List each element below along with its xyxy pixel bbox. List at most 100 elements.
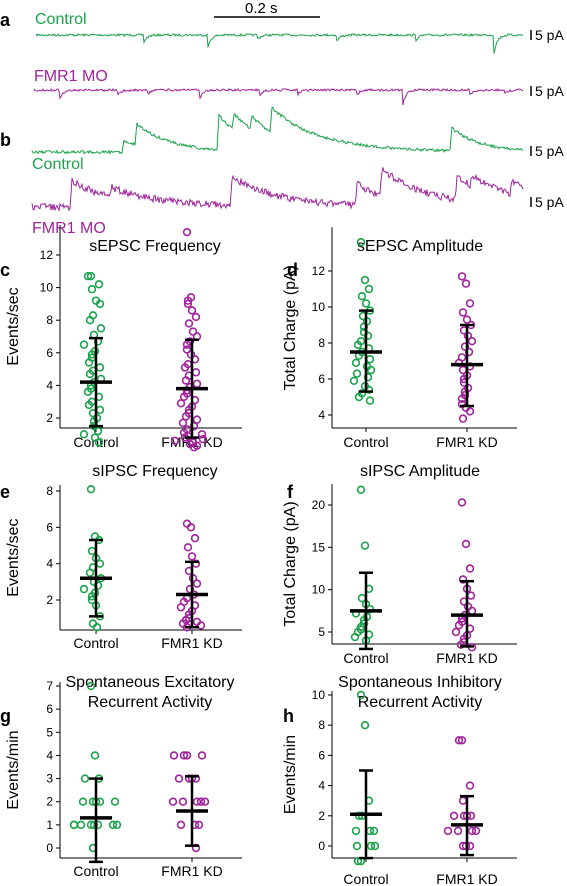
y-tick-label-f: 15 — [312, 540, 326, 554]
data-point-c-control — [96, 324, 106, 333]
data-point-e-fmr1 — [185, 584, 195, 594]
y-axis-label-g: Events/min — [5, 730, 22, 809]
data-point-e-fmr1 — [196, 621, 206, 630]
y-tick-label-e: 8 — [46, 484, 53, 498]
data-point-g-control — [89, 820, 99, 830]
panel-letter-e: e — [0, 482, 10, 502]
panel-letter-d: d — [287, 260, 298, 280]
data-point-h-control — [352, 841, 362, 851]
y-tick-label-c: 8 — [46, 313, 53, 327]
y-axis-label-d: Total Charge (pA) — [282, 265, 299, 390]
panel-g: g Spontaneous Excitatory Recurrent Activit… — [0, 674, 242, 879]
data-point-c-control — [83, 387, 93, 397]
data-point-c-control — [84, 358, 94, 367]
y-axis-label-c: Events/sec — [5, 287, 22, 365]
data-point-f-control — [356, 485, 366, 494]
data-point-e-fmr1 — [183, 543, 193, 552]
data-point-g-fmr1 — [168, 797, 178, 806]
data-point-d-control — [356, 238, 366, 247]
data-point-c-control — [85, 369, 95, 379]
data-point-d-fmr1 — [458, 414, 468, 423]
panel-letter-g: g — [0, 706, 11, 726]
x-category-label-h: Control — [343, 871, 388, 886]
y-tick-label-c: 10 — [40, 281, 54, 295]
data-point-e-control — [87, 546, 97, 556]
data-point-e-fmr1 — [186, 523, 196, 532]
data-point-c-fmr1 — [189, 421, 199, 431]
data-point-d-fmr1 — [467, 337, 477, 346]
y-tick-label-h: 4 — [318, 779, 325, 793]
data-point-g-control — [108, 820, 118, 830]
data-point-h-fmr1 — [454, 736, 464, 745]
x-category-label-e: FMR1 KD — [161, 635, 222, 651]
data-point-f-fmr1 — [466, 591, 476, 600]
y-tick-label-g: 4 — [46, 748, 53, 762]
x-category-label-e: Control — [73, 635, 118, 651]
data-point-d-control — [349, 376, 359, 385]
data-point-d-fmr1 — [457, 272, 467, 281]
data-point-d-fmr1 — [465, 407, 475, 416]
y-tick-label-h: 6 — [318, 748, 325, 762]
chart-title-d: sEPSC Amplitude — [357, 238, 483, 255]
data-point-e-fmr1 — [176, 603, 186, 612]
chart-title-c: sEPSC Frequency — [89, 238, 221, 255]
data-point-g-fmr1 — [197, 751, 207, 760]
y-tick-label-d: 12 — [312, 264, 326, 278]
data-point-h-control — [369, 826, 379, 836]
data-point-c-fmr1 — [178, 418, 188, 428]
data-point-g-fmr1 — [200, 797, 210, 806]
data-point-c-fmr1 — [191, 368, 201, 377]
x-category-label-f: Control — [343, 650, 388, 666]
fmr1-trace-b — [31, 167, 524, 212]
y-tick-label-c: 4 — [46, 378, 53, 392]
data-point-c-fmr1 — [183, 299, 193, 309]
data-point-h-control — [366, 841, 376, 851]
data-point-g-fmr1 — [196, 797, 206, 806]
amp-scale-label-a1: 5 pA — [535, 27, 564, 43]
data-point-d-fmr1 — [457, 394, 467, 403]
data-point-c-fmr1 — [191, 312, 201, 322]
data-point-c-fmr1 — [188, 327, 198, 336]
data-point-c-fmr1 — [182, 340, 192, 349]
data-point-e-control — [85, 568, 95, 577]
data-point-d-fmr1 — [465, 299, 475, 308]
data-point-h-control — [360, 720, 370, 730]
x-category-label-d: Control — [343, 434, 388, 450]
data-point-d-control — [364, 284, 374, 294]
panel-f: f sIPSC Amplitude 5 10 15 20 Control FMR1 KD Tot… — [282, 463, 517, 666]
y-tick-label-h: 2 — [318, 809, 325, 823]
data-point-d-control — [354, 392, 364, 402]
data-point-h-fmr1 — [453, 826, 463, 836]
data-point-c-control — [87, 285, 97, 294]
data-point-e-control — [93, 581, 103, 590]
data-point-c-fmr1 — [187, 306, 197, 315]
y-tick-label-f: 20 — [312, 498, 326, 512]
data-point-g-fmr1 — [174, 774, 184, 783]
time-scale-label: 0.2 s — [245, 0, 278, 17]
x-category-label-g: Control — [73, 863, 118, 879]
data-point-d-control — [353, 340, 363, 349]
x-category-label-g: FMR1 KD — [161, 863, 222, 879]
y-tick-label-e: 4 — [46, 557, 53, 571]
panel-d: d sEPSC Amplitude 4 6 8 10 12 Control FMR1 KD Tot… — [282, 227, 517, 450]
data-point-g-control — [69, 820, 79, 830]
data-point-h-control — [351, 826, 361, 836]
data-point-d-control — [361, 299, 371, 308]
data-point-g-control — [76, 820, 86, 830]
data-point-f-control — [360, 541, 370, 550]
trace-label-control-b: Control — [32, 156, 84, 173]
y-tick-label-d: 6 — [318, 372, 325, 386]
data-point-d-control — [363, 331, 373, 340]
y-tick-label-g: 5 — [46, 725, 53, 739]
data-point-f-fmr1 — [467, 606, 477, 616]
data-point-g-fmr1 — [192, 797, 202, 806]
data-point-e-fmr1 — [192, 579, 202, 588]
x-category-label-f: FMR1 KD — [436, 650, 497, 666]
y-tick-label-g: 2 — [46, 795, 53, 809]
data-point-d-control — [365, 355, 375, 364]
control-trace-a — [35, 32, 524, 54]
data-point-c-fmr1 — [198, 434, 208, 444]
trace-label-control-a: Control — [35, 11, 87, 28]
